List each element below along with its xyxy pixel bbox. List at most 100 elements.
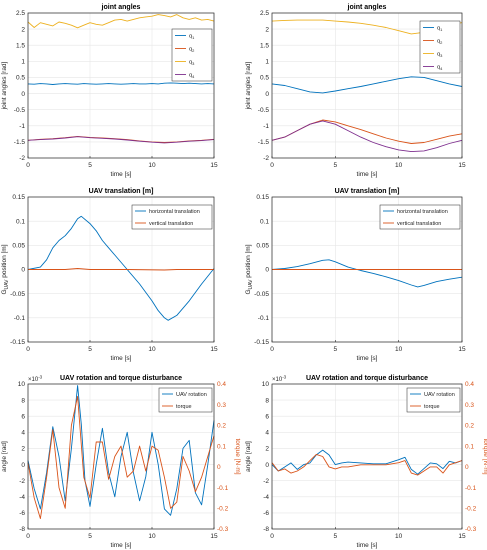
series-line-vertical-translation xyxy=(28,268,214,271)
legend-box xyxy=(158,387,213,413)
y-tick-label: -0.1 xyxy=(14,315,26,322)
legend-box xyxy=(419,20,461,74)
y-tick-label: 0.15 xyxy=(12,194,25,201)
legend-label: vertical translation xyxy=(149,221,193,227)
x-tick-label: 5 xyxy=(334,533,338,540)
chart-title: UAV translation [m] xyxy=(335,188,400,195)
chart-p2: 0 5 10 15 -2 -1.5 -1 -0.5 0 0.5 1 1.5 2 2.5 joint angl… xyxy=(245,4,466,178)
y-tick-label: -6 xyxy=(19,510,25,517)
series-line-q3 xyxy=(27,14,215,29)
y-tick-label: 4 xyxy=(21,430,25,437)
x-tick-label: 5 xyxy=(88,346,92,353)
y-tick-label: 2.5 xyxy=(260,10,269,17)
series-line-uav-rotation xyxy=(27,385,215,516)
series-line-horizontal-translation xyxy=(271,259,463,288)
x-tick-label: 5 xyxy=(334,346,338,353)
y2-tick-label: 0.4 xyxy=(465,381,474,388)
y-tick-label: 4 xyxy=(265,430,269,437)
legend-label: UAV rotation xyxy=(176,392,207,398)
legend-label: q1 xyxy=(437,26,443,33)
y-tick-label: 2 xyxy=(265,446,269,453)
legend: q1 q2 q3 q4 xyxy=(419,20,461,74)
axes-box xyxy=(27,196,215,343)
y-tick-label: -1 xyxy=(263,123,269,130)
y2-tick-label: -0.3 xyxy=(217,526,229,533)
y-axis-label: joint angles [rad] xyxy=(1,61,8,110)
legend-label: UAV rotation xyxy=(424,392,455,398)
chart-title: UAV rotation and torque disturbance xyxy=(60,375,182,382)
legend-box xyxy=(406,387,461,413)
y-tick-label: 0 xyxy=(21,91,25,98)
y-tick-label: 1.5 xyxy=(260,42,269,49)
series-line-torque xyxy=(271,453,463,476)
series-line-q4 xyxy=(27,136,215,144)
y-tick-label: 0.1 xyxy=(16,218,25,225)
y-tick-label: -4 xyxy=(263,494,269,501)
series-line-q1 xyxy=(27,82,215,85)
axes-box xyxy=(27,383,215,530)
x-tick-label: 0 xyxy=(26,346,30,353)
legend: horizontal translation vertical translati… xyxy=(379,204,461,230)
y2-tick-label: -0.1 xyxy=(217,485,229,492)
x-tick-label: 10 xyxy=(148,162,156,169)
chart-title: UAV rotation and torque disturbance xyxy=(306,375,428,382)
y-tick-label: -4 xyxy=(19,494,25,501)
x-tick-label: 15 xyxy=(210,162,218,169)
y2-tick-label: -0.1 xyxy=(465,485,477,492)
y-exponent-label: ×10-3 xyxy=(272,375,287,384)
y-tick-label: -0.05 xyxy=(254,291,269,298)
x-tick-label: 0 xyxy=(270,346,274,353)
chart-p5: 0 5 10 15 -8 -6 -4 -2 0 2 4 6 8 10 -0.3 -0.2 -0.1 0 0.1 0.2… xyxy=(1,375,241,550)
y-tick-label: 0 xyxy=(265,462,269,469)
y2-tick-label: 0.4 xyxy=(217,381,226,388)
y-tick-label: 2.5 xyxy=(16,10,25,17)
x-tick-label: 10 xyxy=(148,346,156,353)
y-tick-label: -1.5 xyxy=(14,139,26,146)
y-exponent-label: ×10-3 xyxy=(28,375,43,384)
chart-title: joint angles xyxy=(101,4,141,11)
y-tick-label: -1 xyxy=(19,123,25,130)
chart-title: UAV translation [m] xyxy=(89,188,154,195)
y-axis-label: GUAV position [m] xyxy=(245,244,254,294)
legend-label: torque xyxy=(424,404,440,410)
x-tick-label: 0 xyxy=(26,162,30,169)
y-tick-label: -1.5 xyxy=(258,139,270,146)
chart-p1: 0 5 10 15 -2 -1.5 -1 -0.5 0 0.5 1 1.5 2 2.5 joint angl… xyxy=(1,4,218,178)
x-tick-label: 15 xyxy=(210,533,218,540)
legend-label: q3 xyxy=(189,60,195,67)
y-tick-label: 2 xyxy=(265,26,269,33)
y2-tick-label: 0.1 xyxy=(217,443,226,450)
legend-box xyxy=(131,204,213,230)
y-tick-label: 10 xyxy=(262,381,270,388)
y2-axis-label: torque [N·m] xyxy=(482,438,487,474)
y-tick-label: -0.5 xyxy=(258,107,270,114)
legend: UAV rotation torque xyxy=(406,387,461,413)
y-tick-label: 1 xyxy=(265,59,269,66)
legend-label: q2 xyxy=(189,47,195,54)
y-tick-label: 8 xyxy=(265,397,269,404)
y-tick-label: -0.15 xyxy=(254,339,269,346)
legend-label: vertical translation xyxy=(397,221,441,227)
x-tick-label: 0 xyxy=(270,533,274,540)
y-tick-label: 0.05 xyxy=(256,243,269,250)
legend-label: horizontal translation xyxy=(397,209,448,215)
y-tick-label: -2 xyxy=(19,155,25,162)
legend-box xyxy=(171,28,213,82)
axes-box xyxy=(271,12,463,159)
x-tick-label: 5 xyxy=(334,162,338,169)
series-line-uav-rotation xyxy=(271,449,463,475)
x-axis-label: time [s] xyxy=(111,355,132,362)
chart-title: joint angles xyxy=(347,4,387,11)
y-tick-label: 0.1 xyxy=(260,218,269,225)
axes-box xyxy=(271,196,463,343)
axes-box xyxy=(27,12,215,159)
y-tick-label: 0 xyxy=(21,462,25,469)
y-tick-label: 10 xyxy=(18,381,26,388)
y-tick-label: -2 xyxy=(263,155,269,162)
series-line-horizontal-translation xyxy=(27,215,215,321)
legend-box xyxy=(379,204,461,230)
y-tick-label: -0.1 xyxy=(258,315,270,322)
legend-label: q2 xyxy=(437,39,443,46)
y-tick-label: 1.5 xyxy=(16,42,25,49)
y2-tick-label: 0.1 xyxy=(465,443,474,450)
